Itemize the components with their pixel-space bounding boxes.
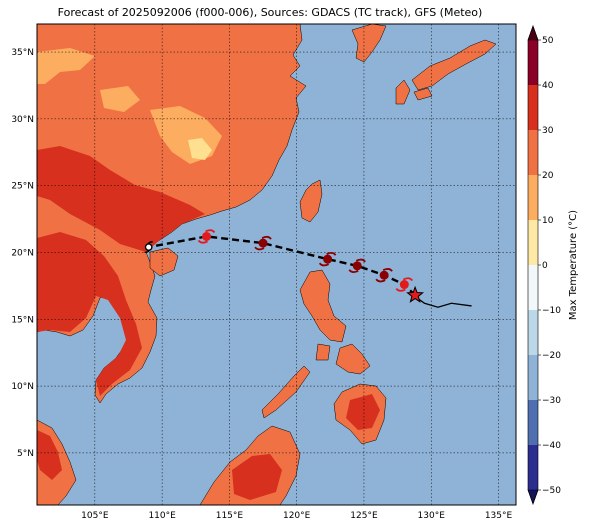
axis-ticks: 105°E 110°E 115°E 120°E 125°E 130°E 135°E 35°N 3… [11,48,512,521]
colorbar: 50 40 30 20 10 0 −10 −20 −30 −40 −50 Max Temperatur… [527,25,579,505]
colorbar-band [528,85,538,130]
lat-tick-label: 15°N [11,315,34,325]
land-taiwan [299,179,323,223]
lat-tick-label: 30°N [11,115,34,125]
land-mild-patch [188,138,212,160]
colorbar-tick-label: 30 [542,126,554,136]
land-hot-zone-indochina [37,232,142,396]
lon-tick-label: 130°E [418,511,446,521]
land-warm-patch-1 [37,48,95,84]
land-warm-patch-3 [100,86,140,112]
cyclone-symbol-icon [375,268,393,283]
land-japan-shikoku [413,87,433,101]
cyclone-symbol-icon [144,241,153,254]
colorbar-tick-label: −20 [542,351,561,361]
lon-tick-label: 110°E [148,511,176,521]
lon-tick-label: 125°E [350,511,378,521]
lon-tick-label: 135°E [485,511,513,521]
lat-tick-label: 5°N [17,449,34,459]
cyclone-symbol-icon [395,277,414,292]
colorbar-band [528,175,538,220]
colorbar-band [528,310,538,355]
land-luzon [299,269,347,343]
land-japan-kyushu [395,79,411,105]
colorbar-band [528,130,538,175]
cyclone-symbol-icon [254,235,272,251]
forecast-track-line [155,235,416,297]
colorbar-extend-bottom [527,489,539,505]
colorbar-tick-label: 10 [542,216,554,226]
cyclone-symbol-icon [197,229,216,244]
past-track-line [414,296,472,308]
land-mindoro [315,343,331,361]
colorbar-band [528,265,538,310]
land-hot-zone-north [37,146,205,252]
lat-tick-label: 20°N [11,248,34,258]
cyclone-symbol-icon [318,251,337,267]
lon-tick-label: 120°E [283,511,311,521]
land-sumatra-hot [37,430,62,480]
land-mindanao-hot [346,394,380,430]
land-japan-honshu [411,39,497,91]
lat-tick-label: 35°N [11,48,34,58]
colorbar-tick-label: 0 [542,261,548,271]
colorbar-band [528,220,538,265]
lat-tick-label: 10°N [11,382,34,392]
colorbar-band [528,400,538,445]
land-palawan [261,365,311,419]
map-panel [37,24,516,505]
colorbar-tick-label: 20 [542,171,554,181]
colorbar-extend-top [527,25,539,41]
lon-tick-label: 115°E [216,511,244,521]
graticule [37,24,516,505]
colorbar-tick-label: 40 [542,81,554,91]
lon-tick-label: 105°E [81,511,109,521]
colorbar-tick-label: −50 [542,486,561,496]
colorbar-band [528,445,538,490]
colorbar-tick-label: −10 [542,306,561,316]
land-visayas [335,343,371,375]
current-position-star-icon [406,285,425,303]
colorbar-band [528,40,538,85]
colorbar-tick-label: −40 [542,441,561,451]
land-korea [351,24,387,63]
land-hainan [149,247,179,277]
colorbar-tick-label: −30 [542,396,561,406]
colorbar-label: Max Temperature (°C) [568,210,579,320]
colorbar-tick-label: 50 [542,36,554,46]
map-frame [36,23,517,506]
colorbar-band [528,355,538,400]
lat-tick-label: 25°N [11,182,34,192]
map-title: Forecast of 2025092006 (f000-006), Sourc… [57,6,483,19]
cyclone-track [144,229,472,308]
land-borneo-hot [232,454,282,500]
cyclone-symbol-icon [348,258,366,274]
